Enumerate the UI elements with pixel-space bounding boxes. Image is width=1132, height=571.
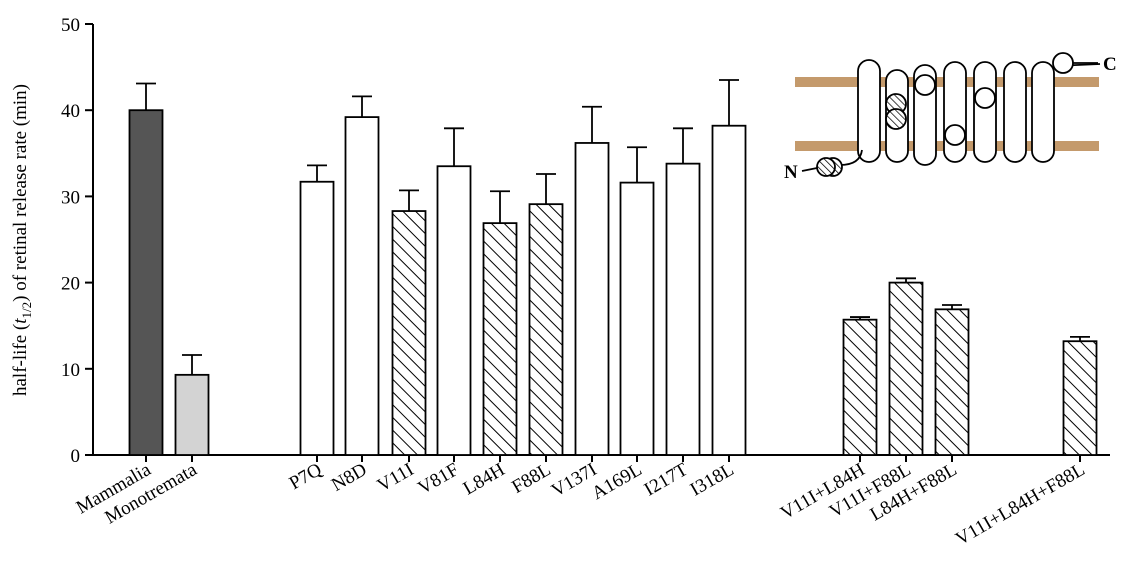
y-tick-label: 30: [61, 187, 80, 208]
bar: [936, 309, 969, 455]
bar: [438, 166, 471, 455]
y-tick-label: 10: [61, 360, 80, 381]
bar: [484, 223, 517, 455]
x-tick-label: V81F: [415, 459, 463, 499]
x-tick-label: V11I+L84H+F88L: [952, 459, 1088, 550]
bar: [346, 117, 379, 455]
x-tick-label: F88L: [508, 459, 554, 498]
bar: [621, 183, 654, 455]
bar: [176, 375, 209, 455]
x-tick-label: L84H: [460, 459, 509, 499]
bar: [530, 204, 563, 455]
x-tick-label: I217T: [641, 459, 692, 501]
inset-diagram: C N: [784, 53, 1117, 183]
y-axis-label: half-life (t1/2) of retinal release rate…: [10, 84, 34, 396]
x-tick-label: V11I: [374, 459, 418, 496]
y-tick-label: 0: [71, 446, 81, 467]
inset-c-label: C: [1103, 54, 1117, 75]
bar: [130, 110, 163, 455]
bar: [713, 126, 746, 455]
bar: [890, 283, 923, 455]
bar: [844, 320, 877, 455]
bar: [393, 211, 426, 455]
y-tick-label: 20: [61, 274, 80, 295]
y-tick-label: 40: [61, 101, 80, 122]
chart: half-life (t1/2) of retinal release rate…: [0, 0, 1132, 571]
y-tick-label: 50: [61, 15, 80, 36]
bar: [667, 164, 700, 455]
bar: [576, 143, 609, 455]
bar: [1064, 341, 1097, 455]
x-tick-label: P7Q: [286, 459, 326, 494]
x-tick-label: A169L: [588, 459, 645, 504]
x-tick-label: N8D: [328, 459, 371, 496]
inset-n-label: N: [784, 162, 798, 183]
bar: [301, 182, 334, 455]
x-tick-label: I318L: [687, 459, 738, 500]
